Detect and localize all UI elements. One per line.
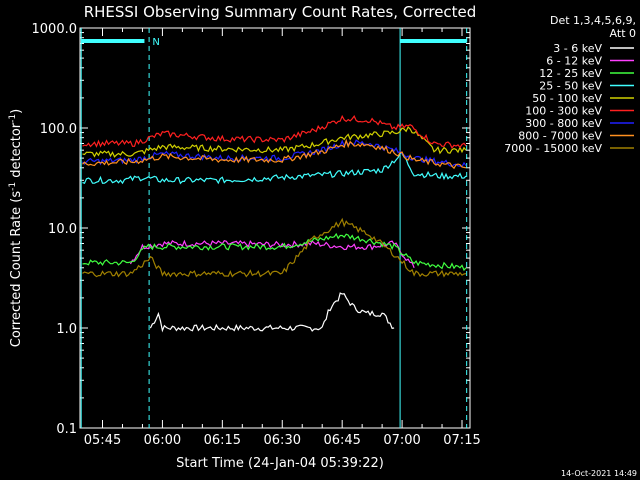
x-tick-label: 06:45 [323,433,360,448]
x-tick-label: 07:15 [443,433,480,448]
y-axis: 0.1 1.0 10.0 100.0 1000.0 [32,22,470,437]
flag-label: N [152,37,159,48]
y-tick-label: 1.0 [56,322,77,337]
y-axis-label: Corrected Count Rate (s-1 detector-1) [8,109,24,347]
series-50-100-kev [82,126,467,158]
series-line [149,292,395,333]
chart-title: RHESSI Observing Summary Count Rates, Co… [84,3,477,21]
x-tick-label: 06:00 [144,433,181,448]
y-axis-label-sup1: -1 [8,182,18,191]
series-line [82,126,467,158]
x-tick-label: 06:30 [264,433,301,448]
series-line [129,239,415,269]
series-800-7000-kev [82,138,467,170]
y-tick-label: 1000.0 [32,22,78,37]
y-axis-label-sup2: -1 [8,114,18,123]
legend-label: 800 - 7000 keV [518,130,602,143]
series-100-300-kev [82,114,467,150]
plot-area [79,27,471,429]
interval-markers: N [80,28,468,428]
legend-label: 12 - 25 keV [539,67,602,80]
series-12-25-kev [82,232,467,272]
y-axis-label-part2: detector [9,122,24,182]
series-3-6-kev [149,292,395,333]
series-line [82,217,467,278]
series-layer [82,114,467,333]
generated-timestamp: 14-Oct-2021 14:49 [561,469,637,478]
x-tick-label: 05:45 [84,433,121,448]
y-axis-label-part1: Corrected Count Rate (s [9,191,24,348]
series-line [82,114,467,150]
legend-label: 100 - 300 keV [525,105,602,118]
legend-label: 300 - 800 keV [525,117,602,130]
y-tick-label: 0.1 [56,422,77,437]
legend-label: 50 - 100 keV [532,92,602,105]
x-axis: 05:45 06:00 06:15 06:30 06:45 07:00 07:15 [84,28,481,448]
legend-label: 6 - 12 keV [546,55,602,68]
y-tick-label: 100.0 [40,122,77,137]
x-axis-label: Start Time (24-Jan-04 05:39:22) [176,456,384,471]
legend-label: 25 - 50 keV [539,80,602,93]
series-line [82,232,467,272]
legend-label: 7000 - 15000 keV [504,142,602,155]
series-6-12-kev [129,239,415,269]
series-7000-15000-kev [82,217,467,278]
y-axis-label-part3: ) [9,109,24,114]
legend-label: 3 - 6 keV [553,42,602,55]
x-tick-label: 06:15 [204,433,241,448]
y-tick-label: 10.0 [48,222,77,237]
plot-frame [79,27,471,429]
legend-header-line: Det 1,3,4,5,6,9, [550,14,636,27]
legend-header-line: Att 0 [610,27,636,40]
x-tick-label: 07:00 [383,433,420,448]
series-line [82,138,467,170]
